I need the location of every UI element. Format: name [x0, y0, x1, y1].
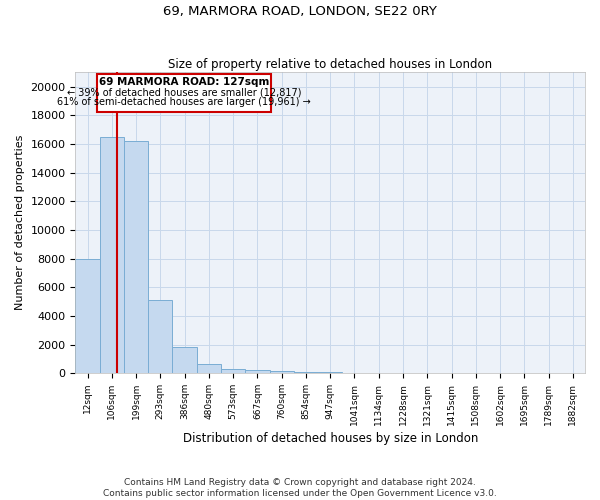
Y-axis label: Number of detached properties: Number of detached properties	[15, 135, 25, 310]
Bar	[245, 370, 269, 373]
Bar	[97, 74, 271, 112]
Bar	[197, 364, 221, 373]
Title: Size of property relative to detached houses in London: Size of property relative to detached ho…	[168, 58, 492, 71]
Bar	[269, 371, 294, 373]
Bar	[124, 141, 148, 373]
Text: Contains HM Land Registry data © Crown copyright and database right 2024.
Contai: Contains HM Land Registry data © Crown c…	[103, 478, 497, 498]
Text: 61% of semi-detached houses are larger (19,961) →: 61% of semi-detached houses are larger (…	[57, 98, 311, 108]
Text: 69 MARMORA ROAD: 127sqm: 69 MARMORA ROAD: 127sqm	[99, 77, 269, 87]
Bar	[148, 300, 172, 373]
Bar	[294, 372, 318, 373]
Text: 69, MARMORA ROAD, LONDON, SE22 0RY: 69, MARMORA ROAD, LONDON, SE22 0RY	[163, 5, 437, 18]
Bar	[343, 372, 367, 373]
Bar	[318, 372, 343, 373]
Bar	[221, 368, 245, 373]
Bar	[100, 136, 124, 373]
Text: ← 39% of detached houses are smaller (12,817): ← 39% of detached houses are smaller (12…	[67, 87, 301, 97]
X-axis label: Distribution of detached houses by size in London: Distribution of detached houses by size …	[182, 432, 478, 445]
Bar	[76, 258, 100, 373]
Bar	[172, 348, 197, 373]
